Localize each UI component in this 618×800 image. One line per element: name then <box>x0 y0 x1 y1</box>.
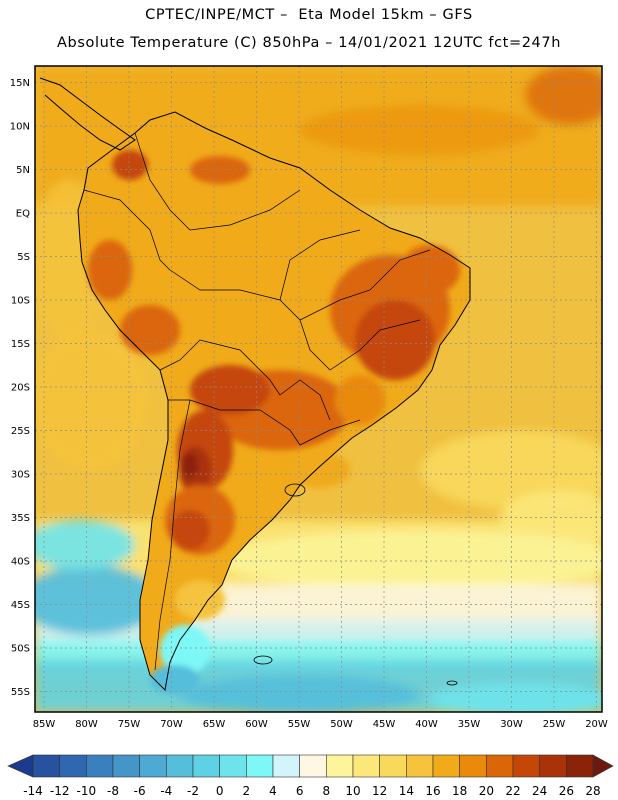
colorbar-label: 4 <box>269 784 277 798</box>
colorbar-label: 16 <box>425 784 440 798</box>
colorbar-label: 28 <box>585 784 600 798</box>
map-frame <box>34 65 603 713</box>
map-subtitle: Absolute Temperature (C) 850hPa – 14/01/… <box>57 35 561 51</box>
lat-label: 30S <box>11 470 30 481</box>
colorbar-label: 18 <box>452 784 467 798</box>
colorbar-label: -12 <box>50 784 70 798</box>
lat-label: 15N <box>10 78 30 89</box>
lat-label: 45S <box>11 600 30 611</box>
lon-label: 35W <box>458 719 481 730</box>
colorbar-bin <box>272 754 300 778</box>
colorbar-label: 14 <box>399 784 414 798</box>
lon-label: 85W <box>33 719 56 730</box>
south-america-coastline <box>77 111 471 692</box>
colorbar-bin <box>566 754 594 778</box>
lon-label: 50W <box>330 719 353 730</box>
longitude-labels: 85W 80W 75W 70W 65W 60W 55W 50W 45W 40W … <box>33 719 608 730</box>
lat-label: 40S <box>11 557 30 568</box>
lon-label: 70W <box>160 719 183 730</box>
lon-label: 55W <box>288 719 311 730</box>
latitude-labels: 15N 10N 5N EQ 5S 10S 15S 20S 25S 30S 35S… <box>10 78 30 698</box>
colorbar-bin <box>406 754 434 778</box>
lat-label: 5S <box>17 252 30 263</box>
colorbar-bin <box>139 754 167 778</box>
colorbar-label: -4 <box>160 784 172 798</box>
colorbar-bin <box>166 754 194 778</box>
colorbar-label: 10 <box>345 784 360 798</box>
colorbar-bin <box>219 754 247 778</box>
colorbar-bin <box>7 754 34 778</box>
lat-label: 55S <box>11 687 30 698</box>
colorbar-bin <box>112 754 140 778</box>
lat-label: 25S <box>11 426 30 437</box>
colorbar-bin <box>352 754 380 778</box>
lon-label: 30W <box>500 719 523 730</box>
lon-label: 40W <box>415 719 438 730</box>
colorbar-bin <box>379 754 407 778</box>
colorbar-label: 6 <box>296 784 304 798</box>
colorbar <box>7 754 614 778</box>
colorbar-bin <box>432 754 460 778</box>
lat-label: 20S <box>11 383 30 394</box>
map-title: CPTEC/INPE/MCT – Eta Model 15km – GFS <box>145 7 473 23</box>
colorbar-bin <box>512 754 540 778</box>
lat-label: 5N <box>16 165 30 176</box>
colorbar-bin <box>299 754 327 778</box>
temperature-field <box>35 66 602 712</box>
lon-label: 25W <box>543 719 566 730</box>
colorbar-label: -2 <box>187 784 199 798</box>
colorbar-label: 22 <box>505 784 520 798</box>
colorbar-bin <box>592 754 614 778</box>
colorbar-label: -6 <box>134 784 146 798</box>
colorbar-label: 0 <box>216 784 224 798</box>
lat-label: EQ <box>16 209 30 220</box>
colorbar-bin <box>246 754 274 778</box>
falklands-outline <box>253 655 273 665</box>
colorbar-labels: -14 -12 -10 -8 -6 -4 -2 0 2 4 6 8 10 12 14 16 18 20 22 24 26… <box>23 784 600 798</box>
country-borders <box>83 132 431 671</box>
colorbar-label: -14 <box>23 784 43 798</box>
lon-label: 45W <box>373 719 396 730</box>
lon-label: 60W <box>245 719 268 730</box>
colorbar-label: -8 <box>107 784 119 798</box>
colorbar-bin <box>459 754 487 778</box>
lat-label: 10S <box>11 296 30 307</box>
lon-label: 20W <box>585 719 608 730</box>
lat-label: 50S <box>11 644 30 655</box>
lat-label: 10N <box>10 122 30 133</box>
colorbar-bin <box>32 754 60 778</box>
colorbar-label: -10 <box>77 784 97 798</box>
central-america-coastline <box>39 77 136 151</box>
colorbar-label: 8 <box>323 784 331 798</box>
lon-label: 75W <box>118 719 141 730</box>
colorbar-label: 2 <box>243 784 251 798</box>
lat-label: 15S <box>11 339 30 350</box>
colorbar-label: 20 <box>479 784 494 798</box>
lon-label: 65W <box>203 719 226 730</box>
colorbar-label: 26 <box>559 784 574 798</box>
lon-label: 80W <box>75 719 98 730</box>
colorbar-bin <box>86 754 114 778</box>
colorbar-bin <box>326 754 354 778</box>
colorbar-bin <box>192 754 220 778</box>
colorbar-bin <box>539 754 567 778</box>
colorbar-label: 12 <box>372 784 387 798</box>
colorbar-bin <box>486 754 514 778</box>
lat-label: 35S <box>11 513 30 524</box>
colorbar-label: 24 <box>532 784 547 798</box>
colorbar-bin <box>59 754 87 778</box>
